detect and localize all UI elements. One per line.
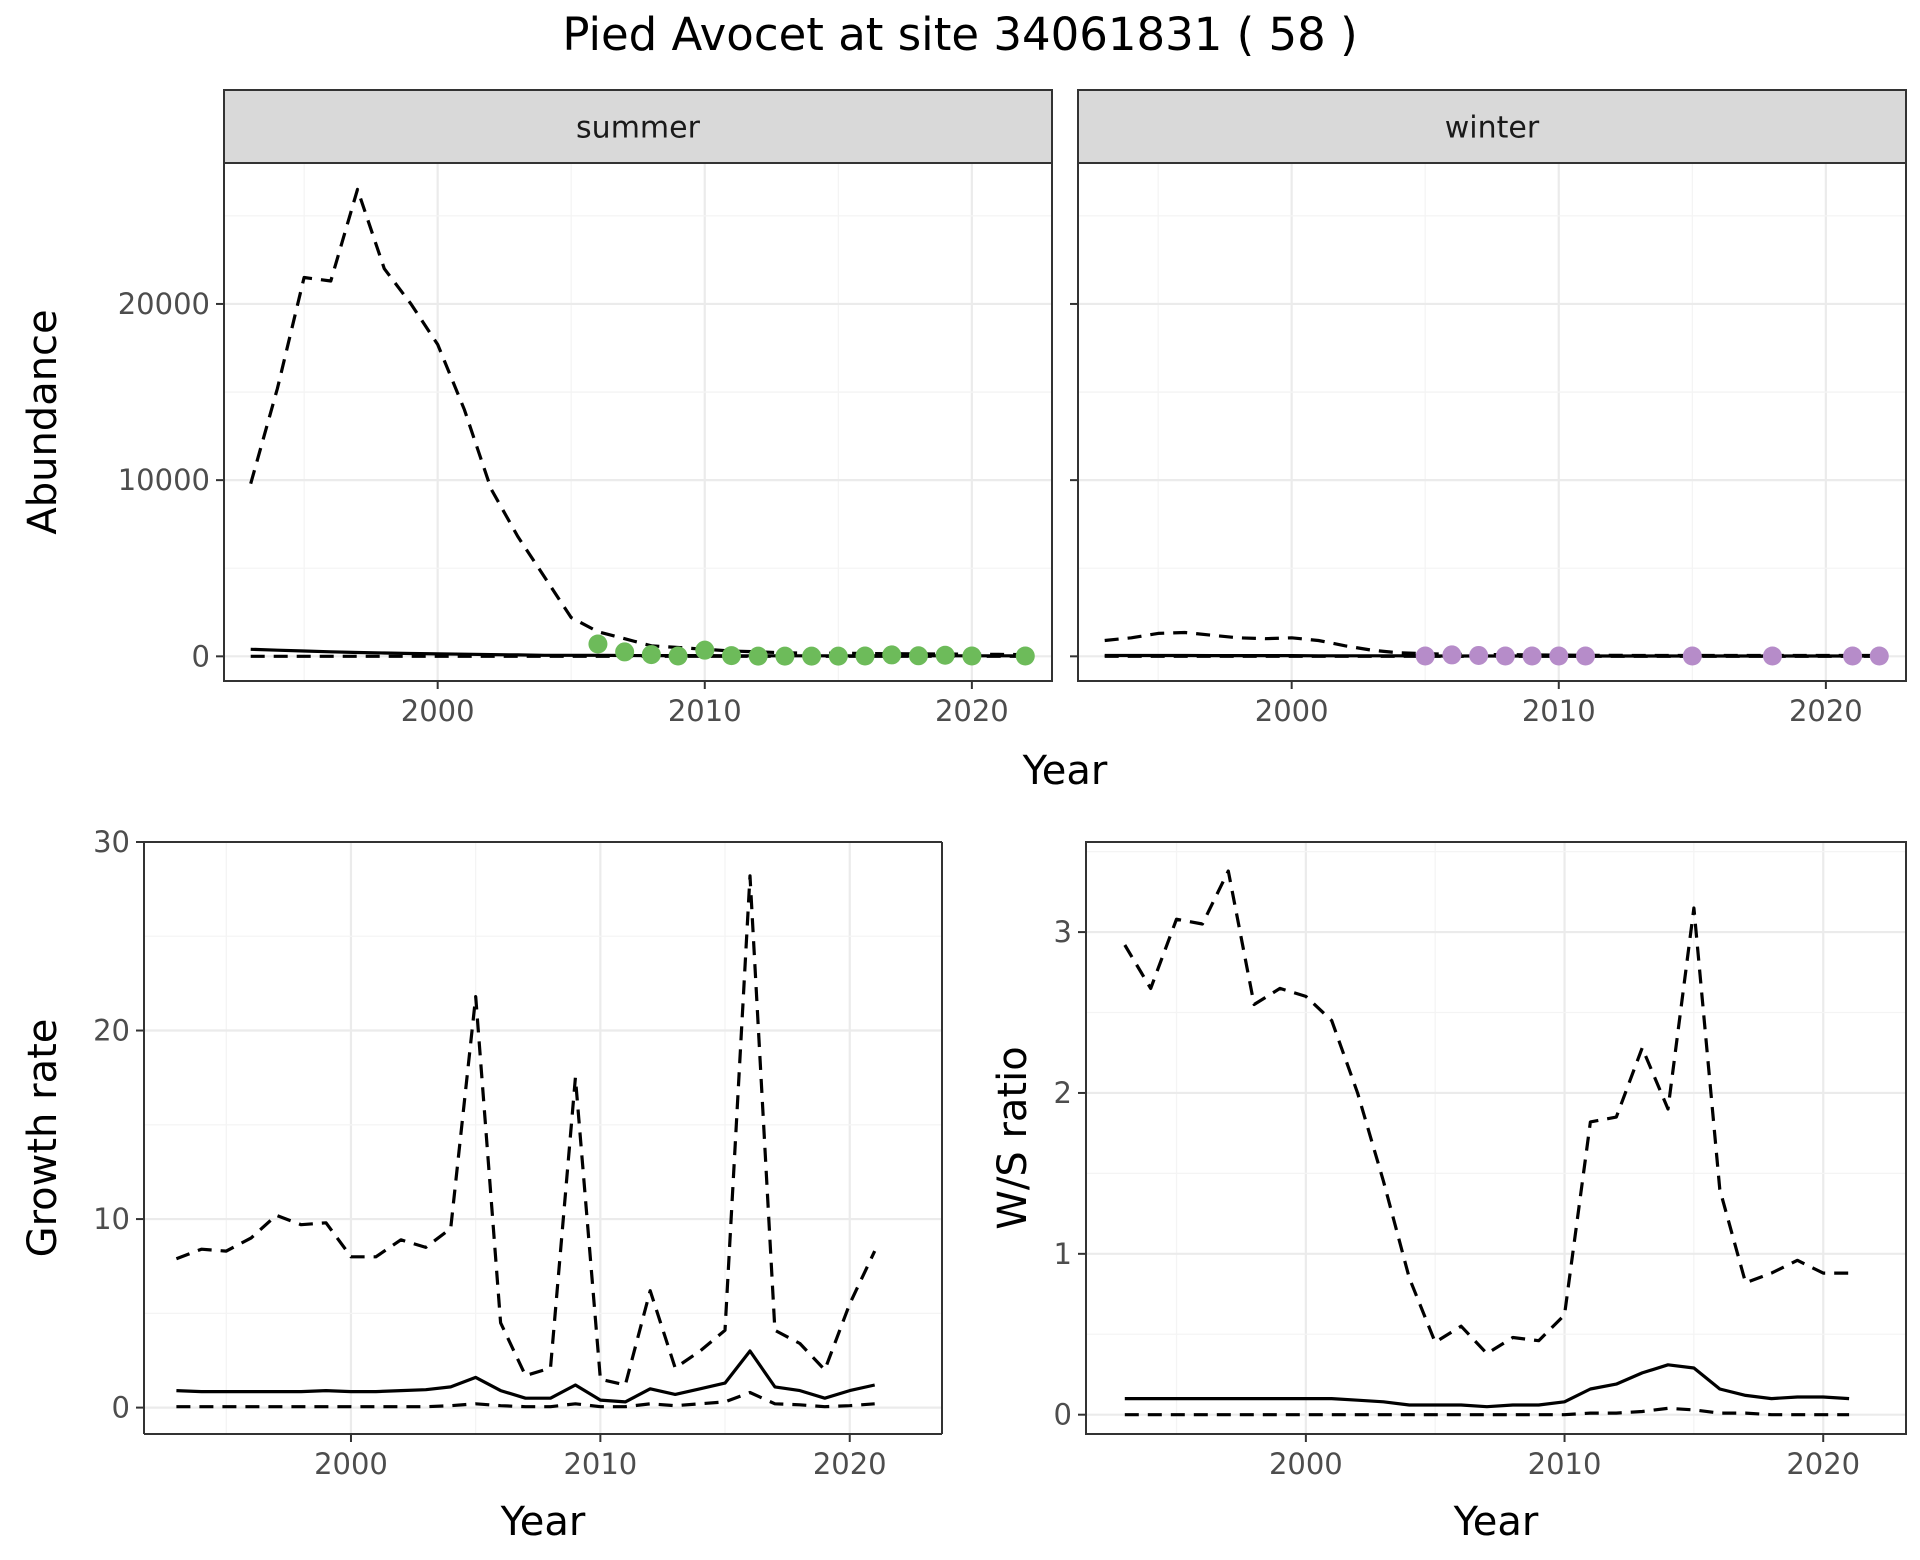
data-point [721,646,741,666]
y-axis-title: W/S ratio [990,1046,1036,1229]
data-point [935,645,955,665]
data-point [962,646,982,666]
y-tick-label: 10000 [118,463,210,497]
panel-ws-ratio: 2000 2010 2020 0 1 2 3 W/S ratio Year [990,841,1907,1545]
data-point [668,646,688,666]
y-axis-title: Growth rate [20,1019,66,1258]
data-point [695,640,715,660]
series-line-lower [1124,1406,1850,1417]
panel-background [1086,842,1906,1434]
series-line-lower [176,1390,875,1409]
data-point [1575,646,1595,666]
x-tick-label: 2010 [1528,1447,1602,1481]
strip-label: winter [1445,111,1540,146]
x-axis-title: Year [500,1499,586,1545]
series-line-estimate [176,1349,876,1404]
strip-background [223,89,1053,164]
x-tick-label: 2010 [563,1447,637,1481]
series-line-estimate [1124,1363,1850,1409]
y-tick-label: 30 [93,825,130,859]
panel-background [224,163,1052,681]
data-point [1869,646,1889,666]
x-tick-label: 2000 [314,1447,388,1481]
data-point [1762,646,1782,666]
data-point [1549,646,1569,666]
y-tick-label: 20000 [118,287,210,321]
data-point [748,646,768,666]
y-tick-label: 0 [112,1391,130,1425]
series-line-upper [1123,869,1850,1356]
y-tick-label: 0 [1054,1398,1072,1432]
data-point [855,646,875,666]
data-point [828,646,848,666]
data-point [1015,646,1035,666]
panel-background [1078,163,1906,681]
data-point [775,646,795,666]
panel-border [1085,841,1907,1435]
data-point [882,645,902,665]
data-point [1442,645,1462,665]
data-point [588,634,608,654]
panel-abundance-winter: winter 2000 2010 2020 [1070,89,1907,728]
plot-title: Pied Avocet at site 34061831 ( 58 ) [562,8,1357,61]
x-tick-label: 2020 [813,1447,887,1481]
data-point [1469,645,1489,665]
data-point [615,642,635,662]
data-point [1522,646,1542,666]
data-point [1415,646,1435,666]
data-point [908,646,928,666]
x-tick-label: 2000 [1255,694,1329,728]
x-tick-label: 2020 [1786,1447,1860,1481]
x-tick-label: 2020 [935,694,1009,728]
x-axis-title-shared: Year [1022,748,1108,794]
x-tick-label: 2000 [1269,1447,1343,1481]
y-tick-label: 10 [93,1202,130,1236]
panel-background [144,842,942,1434]
strip-background [1077,89,1907,164]
data-point [641,645,661,665]
x-tick-label: 2010 [668,694,742,728]
data-point [802,646,822,666]
y-tick-label: 2 [1054,1076,1072,1110]
strip-label: summer [576,111,701,146]
x-tick-label: 2000 [401,694,475,728]
data-point [1843,646,1863,666]
x-tick-label: 2010 [1522,694,1596,728]
y-tick-label: 3 [1054,915,1072,949]
panel-abundance-summer: summer 2000 2010 2020 0 10000 20000 Abundance [20,89,1053,728]
panel-growth-rate: 2000 2010 2020 0 10 20 30 Growth rate Year [20,825,943,1545]
y-tick-label: 20 [93,1014,130,1048]
y-tick-label: 0 [192,639,210,673]
y-tick-label: 1 [1054,1237,1072,1271]
x-tick-label: 2020 [1789,694,1863,728]
y-axis-title: Abundance [20,309,66,534]
x-axis-title: Year [1453,1499,1539,1545]
data-point [1495,646,1515,666]
data-point [1682,646,1702,666]
